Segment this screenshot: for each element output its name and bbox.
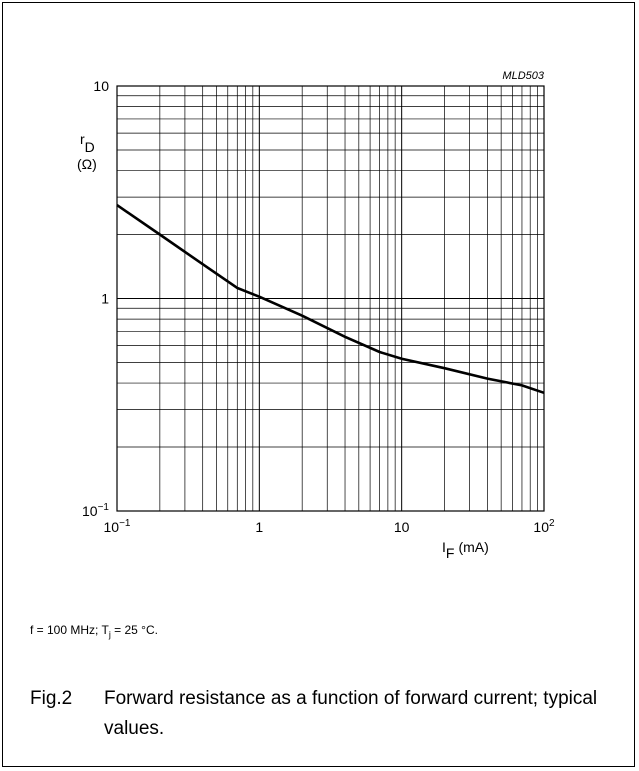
- chart: MLD503 rD (Ω) IF (mA) 10−1 1 10 102 10 1 10−1: [77, 70, 556, 561]
- x-tick-label: 10: [394, 519, 410, 535]
- x-tick-labels: 10−1 1 10 102: [104, 518, 556, 535]
- y-axis-symbol: r: [80, 131, 85, 147]
- y-tick-label: 1: [101, 291, 109, 307]
- x-axis-symbol: I: [442, 539, 446, 555]
- figure-number: Fig.2: [30, 688, 73, 709]
- test-conditions: f = 100 MHz; Tj = 25 °C.: [30, 623, 158, 639]
- conditions-text-end: = 25 °C.: [110, 623, 158, 637]
- caption-text: Forward resistance as a function of forw…: [104, 688, 598, 739]
- conditions-subscript: j: [108, 629, 111, 640]
- x-axis-subscript: F: [446, 545, 455, 561]
- y-tick-labels: 10 1 10−1: [82, 78, 109, 519]
- y-axis-label: rD: [80, 131, 95, 155]
- chart-grid: [116, 86, 544, 512]
- x-tick-label: 1: [255, 519, 263, 535]
- conditions-text: f = 100 MHz; T: [30, 623, 109, 637]
- figure-id: MLD503: [502, 70, 544, 82]
- y-axis-subscript: D: [85, 139, 95, 155]
- x-axis-unit: (mA): [458, 539, 488, 555]
- figure-caption: Fig.2 Forward resistance as a function o…: [30, 684, 620, 744]
- x-axis-label: IF (mA): [442, 539, 489, 561]
- y-tick-label: 10−1: [82, 502, 109, 519]
- y-tick-label: 10: [93, 78, 109, 94]
- y-axis-unit: (Ω): [77, 156, 97, 172]
- data-line: [116, 204, 545, 395]
- plot-area-border: [116, 85, 545, 512]
- x-tick-label: 102: [533, 518, 555, 535]
- x-tick-label: 10−1: [104, 518, 131, 535]
